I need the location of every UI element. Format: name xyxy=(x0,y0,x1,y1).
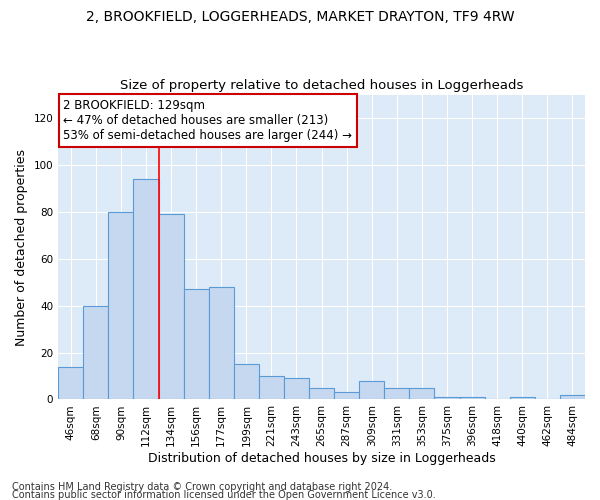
Bar xyxy=(460,397,485,400)
Y-axis label: Number of detached properties: Number of detached properties xyxy=(15,148,28,346)
Bar xyxy=(560,395,585,400)
Text: Contains HM Land Registry data © Crown copyright and database right 2024.: Contains HM Land Registry data © Crown c… xyxy=(12,482,392,492)
Bar xyxy=(259,376,284,400)
Text: 2, BROOKFIELD, LOGGERHEADS, MARKET DRAYTON, TF9 4RW: 2, BROOKFIELD, LOGGERHEADS, MARKET DRAYT… xyxy=(86,10,514,24)
Bar xyxy=(284,378,309,400)
Bar xyxy=(434,397,460,400)
Bar xyxy=(359,380,385,400)
Bar xyxy=(234,364,259,400)
Bar xyxy=(133,179,158,400)
Bar xyxy=(334,392,359,400)
Bar xyxy=(83,306,109,400)
Title: Size of property relative to detached houses in Loggerheads: Size of property relative to detached ho… xyxy=(120,79,523,92)
Bar xyxy=(58,366,83,400)
Bar xyxy=(209,287,234,400)
Bar xyxy=(309,388,334,400)
Text: 2 BROOKFIELD: 129sqm
← 47% of detached houses are smaller (213)
53% of semi-deta: 2 BROOKFIELD: 129sqm ← 47% of detached h… xyxy=(64,99,352,142)
X-axis label: Distribution of detached houses by size in Loggerheads: Distribution of detached houses by size … xyxy=(148,452,496,465)
Bar xyxy=(184,289,209,400)
Bar xyxy=(109,212,133,400)
Bar xyxy=(158,214,184,400)
Text: Contains public sector information licensed under the Open Government Licence v3: Contains public sector information licen… xyxy=(12,490,436,500)
Bar xyxy=(385,388,409,400)
Bar xyxy=(510,397,535,400)
Bar xyxy=(409,388,434,400)
